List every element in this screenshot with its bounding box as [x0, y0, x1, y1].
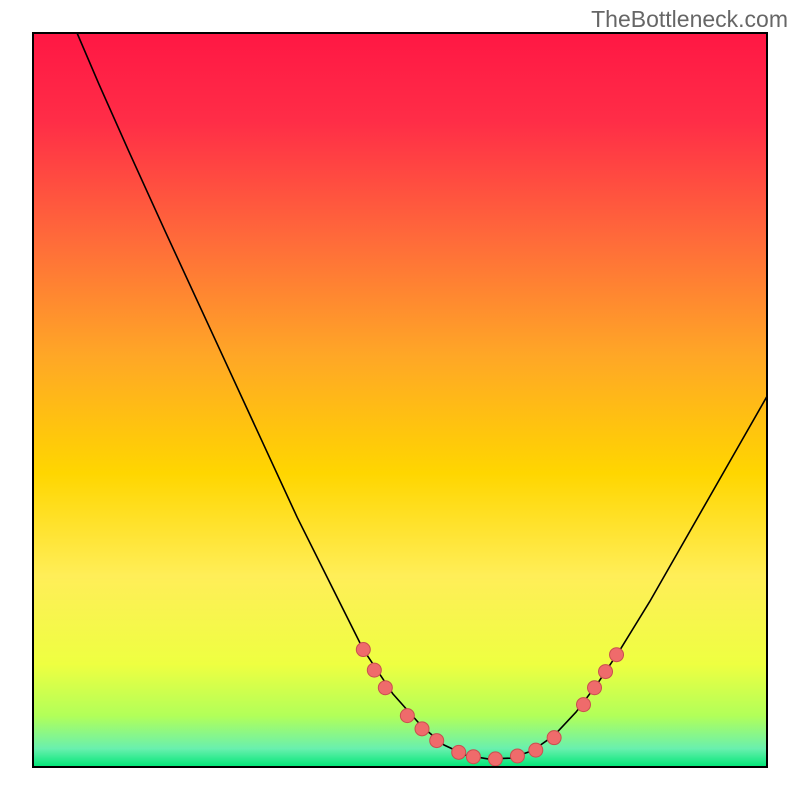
data-marker — [356, 643, 370, 657]
gradient-background — [33, 33, 767, 767]
data-marker — [367, 663, 381, 677]
data-marker — [547, 731, 561, 745]
data-marker — [488, 752, 502, 766]
data-marker — [400, 709, 414, 723]
data-marker — [466, 750, 480, 764]
data-marker — [610, 648, 624, 662]
data-marker — [529, 743, 543, 757]
data-marker — [510, 749, 524, 763]
data-marker — [378, 681, 392, 695]
data-marker — [452, 745, 466, 759]
data-marker — [430, 734, 444, 748]
chart-container: TheBottleneck.com — [0, 0, 800, 800]
bottleneck-chart — [0, 0, 800, 800]
data-marker — [577, 698, 591, 712]
data-marker — [599, 665, 613, 679]
data-marker — [415, 722, 429, 736]
data-marker — [588, 681, 602, 695]
watermark-text: TheBottleneck.com — [591, 6, 788, 33]
